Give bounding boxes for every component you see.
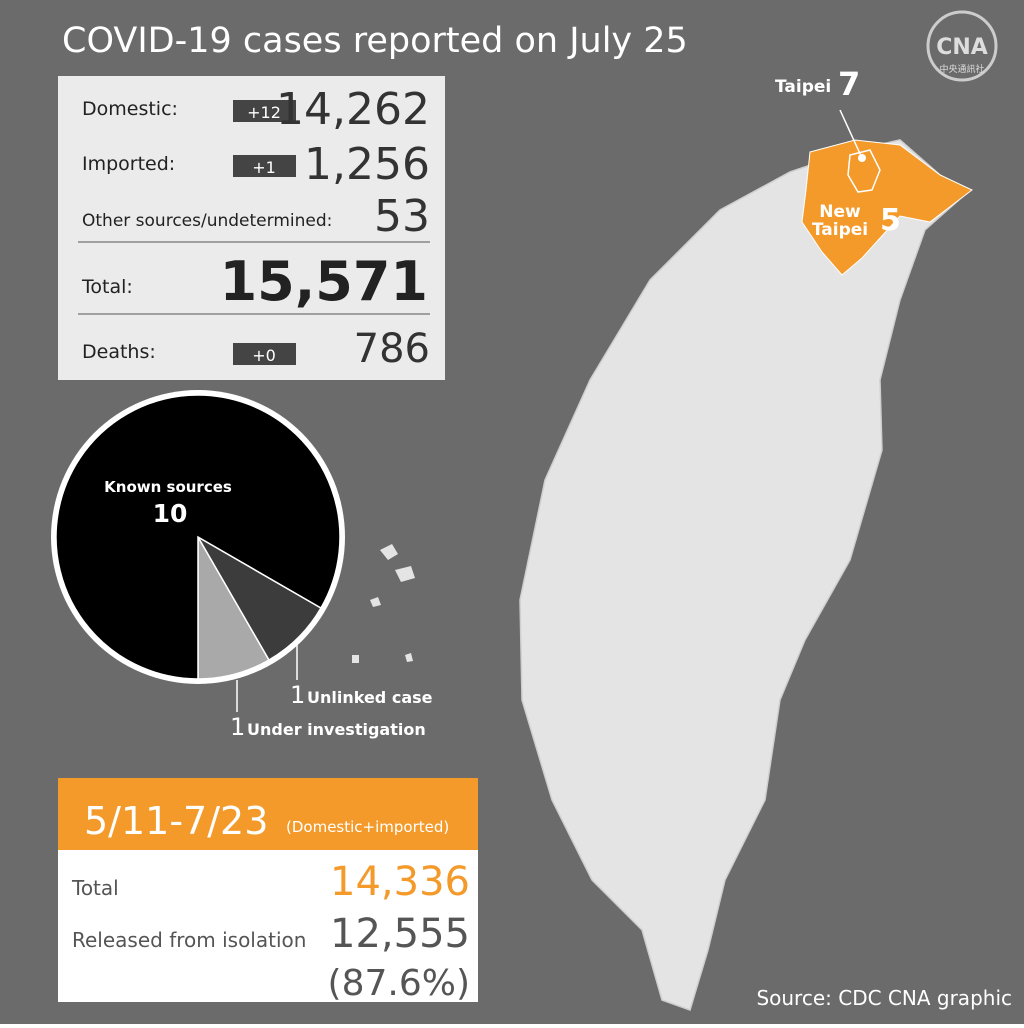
change: +12 — [247, 103, 281, 122]
change-badge — [233, 155, 296, 177]
slice-value: 1 — [290, 681, 305, 709]
pie-slice — [55, 394, 341, 680]
period: 5/11-7/23 — [84, 799, 268, 843]
logo: CNA — [936, 35, 988, 60]
deaths-value: 786 — [354, 326, 430, 372]
summary-value: 12,555 — [330, 911, 470, 957]
pie — [55, 394, 341, 680]
total-label: Total: — [81, 276, 133, 298]
map-value: 5 — [880, 203, 901, 238]
summary-label: Released from isolation — [72, 928, 306, 952]
row-value: 14,262 — [276, 84, 430, 135]
map: Taipei 7 New Taipei 5 — [352, 65, 973, 1011]
slice-value: 1 — [230, 713, 245, 741]
row-label: Other sources/undetermined: — [82, 211, 332, 231]
summary-label: Total — [71, 876, 119, 900]
row-label: Domestic: — [82, 98, 178, 120]
stats-panel — [58, 76, 445, 380]
slice-label: Known sources — [104, 478, 232, 496]
title: COVID-19 cases reported on July 25 — [62, 21, 688, 61]
leader-line — [839, 109, 863, 159]
slice-value: 10 — [153, 499, 188, 528]
taipei-region — [847, 149, 881, 193]
slice-label: Under investigation — [247, 720, 426, 739]
deaths-label: Deaths: — [82, 341, 156, 363]
change-badge — [233, 100, 296, 122]
map-value: 7 — [838, 65, 860, 103]
total-value: 15,571 — [220, 250, 428, 313]
summary-percent: (87.6%) — [328, 963, 470, 1004]
period-note: (Domestic+imported) — [286, 818, 449, 836]
change: +0 — [252, 346, 276, 365]
source: Source: CDC CNA graphic — [756, 986, 1012, 1010]
map-label: Taipei — [775, 77, 831, 97]
change: +1 — [252, 158, 276, 177]
summary-header — [58, 778, 478, 850]
new-taipei-region — [801, 139, 973, 276]
islands — [352, 544, 415, 663]
map-label: New Taipei — [812, 202, 868, 240]
row-value: 53 — [374, 191, 430, 242]
row-value: 1,256 — [304, 139, 430, 190]
slice-label: Unlinked case — [307, 688, 433, 707]
change-badge — [233, 343, 296, 365]
taiwan — [519, 139, 972, 1011]
summary-value: 14,336 — [330, 859, 470, 905]
logo-sub: 中央通訊社 — [939, 63, 984, 75]
row-label: Imported: — [82, 153, 175, 175]
logo-ring — [926, 10, 998, 82]
